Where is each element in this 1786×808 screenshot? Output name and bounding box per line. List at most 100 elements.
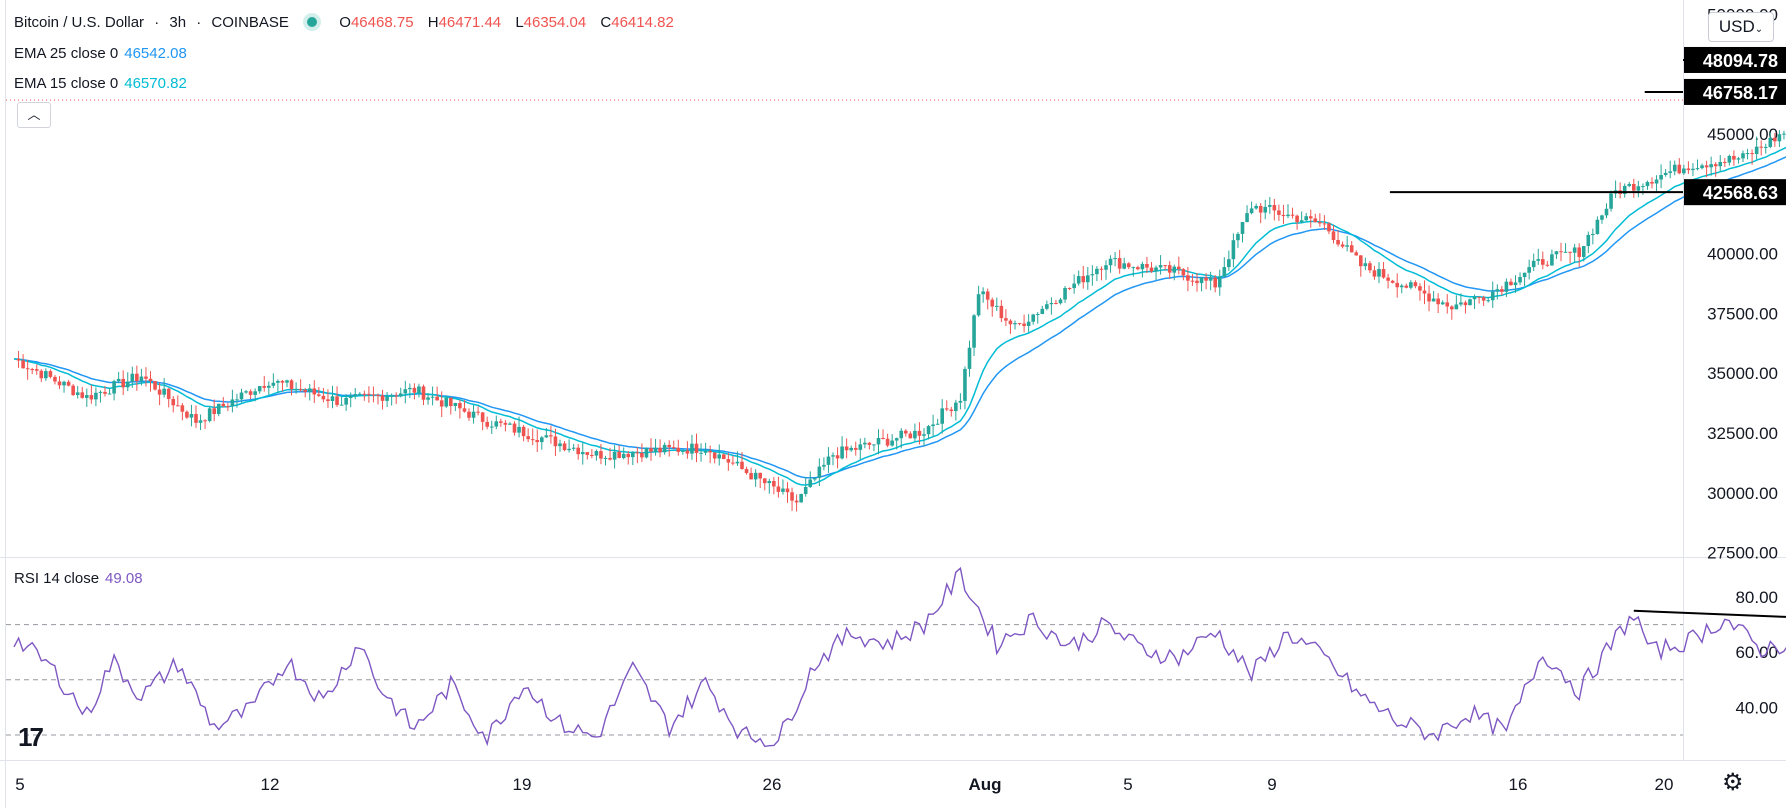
candle-body [348,396,353,398]
collapse-legend-button[interactable]: ︿ [17,102,51,128]
candle-body [257,386,262,392]
candle-body [408,387,412,390]
tradingview-logo[interactable]: 17 [18,722,44,752]
candle-body [1490,291,1495,301]
candle-body [580,452,585,455]
candle-body [503,422,508,425]
candle-body [57,381,62,386]
candle-body [872,444,876,446]
candle-body [1463,302,1468,306]
candle-body [717,454,722,459]
candle-body [753,472,758,480]
candle-body [1600,215,1604,220]
candle-body [858,444,863,450]
candle-body [362,393,367,395]
candle-body [389,395,394,397]
candle-body [826,456,831,465]
candle-body [1413,282,1418,287]
candle-body [321,395,326,400]
candle-body [1013,323,1017,325]
candle-body [813,477,817,480]
candle-body [353,394,358,397]
candle-body [1172,266,1177,273]
symbol-legend: Bitcoin / U.S. Dollar · 3h · COINBASE O4… [14,14,674,31]
candle-body [248,391,253,395]
candle-body [1099,268,1104,270]
rsi-legend[interactable]: RSI 14 close 49.08 [14,570,143,587]
candle-body [1368,263,1372,271]
symbol-exchange: COINBASE [211,14,289,31]
candle-body [931,424,935,427]
candle-body [544,435,549,438]
candle-body [1727,155,1732,163]
candle-body [894,438,899,441]
candle-body [1723,161,1727,163]
candle-body [1704,165,1709,168]
candle-body [1782,133,1786,135]
candle-body [1741,153,1745,159]
candle-body [1682,168,1686,174]
candle-body [1022,323,1026,327]
candle-body [1454,304,1459,310]
candle-body [644,448,649,458]
candle-body [963,368,967,401]
candle-body [289,380,294,390]
candle-body [726,459,731,463]
candle-body [849,447,853,451]
gear-icon[interactable]: ⚙ [1722,769,1744,796]
candle-body [635,452,640,454]
candle-body [1563,251,1568,253]
candle-body [1541,259,1545,265]
candle-body [731,462,735,464]
candle-body [1026,321,1031,327]
candle-body [62,381,66,386]
candle-body [1063,288,1067,300]
candle-body [1654,179,1659,184]
candle-body [890,440,894,446]
candle-body [785,488,790,493]
currency-button[interactable]: USD⌄ [1708,12,1774,42]
candle-body [685,450,690,454]
candle-body [508,423,512,425]
ema15-legend[interactable]: EMA 15 close 0 46570.82 [14,75,187,92]
candle-body [1308,216,1313,219]
candle-body [235,399,239,401]
candle-body [1090,274,1095,276]
candle-body [1531,260,1536,268]
candle-body [940,408,944,424]
candle-body [803,486,808,494]
candle-body [244,391,248,393]
ema25-legend[interactable]: EMA 25 close 0 46542.08 [14,45,187,62]
candle-body [1318,222,1322,224]
candle-body [603,457,608,459]
candle-body [44,371,48,379]
candle-body [617,451,621,458]
candle-body [312,388,317,395]
candle-body [1240,222,1245,234]
candle-body [194,413,198,423]
candle-body [335,396,339,405]
candle-body [549,435,553,437]
candle-body [485,421,489,427]
candle-body [1040,308,1045,314]
candle-body [307,388,312,392]
candle-body [453,402,458,407]
candle-body [594,451,599,456]
candle-body [1058,299,1063,304]
candle-body [271,382,276,386]
candle-body [1695,168,1700,170]
candle-body [1177,266,1181,270]
candle-body [267,385,271,388]
candle-body [599,451,603,459]
candle-body [817,466,822,478]
candle-body [935,423,940,425]
candle-body [521,426,526,437]
candle-body [1422,290,1427,294]
candle-body [449,397,453,407]
candle-body [735,461,740,464]
candle-body [1167,265,1172,273]
candle-body [512,423,517,433]
candle-body [148,378,153,382]
candle-body [612,451,617,460]
